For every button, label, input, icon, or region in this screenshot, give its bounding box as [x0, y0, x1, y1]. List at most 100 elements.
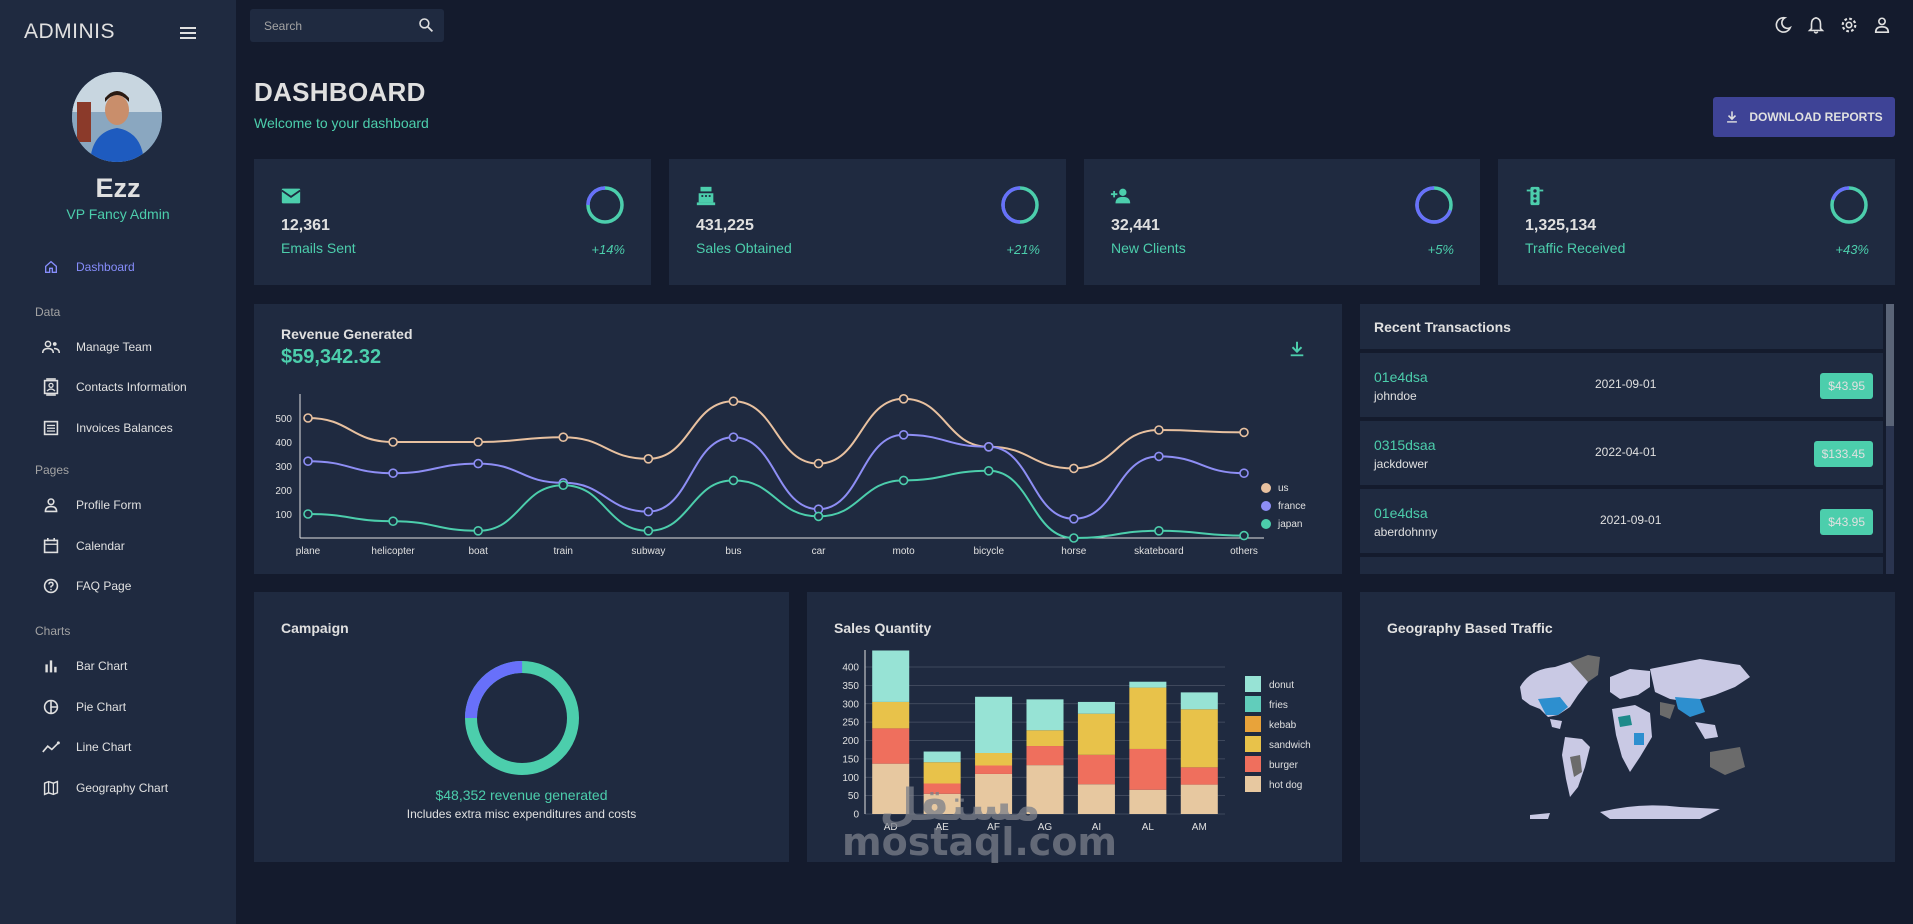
legend-swatch — [1245, 776, 1261, 792]
data-point — [898, 394, 909, 404]
campaign-revenue: $48,352 revenue generated — [435, 787, 608, 803]
sidebar-item-faq[interactable]: FAQ Page — [42, 571, 131, 601]
data-point — [388, 516, 398, 526]
legend-label: sandwich — [1269, 740, 1311, 751]
x-tick-label: skateboard — [1134, 546, 1183, 557]
stat-label: Sales Obtained — [696, 240, 792, 256]
sidebar-item-calendar[interactable]: Calendar — [42, 531, 125, 561]
contacts-icon — [42, 378, 60, 396]
sidebar-item-manage-team[interactable]: Manage Team — [42, 332, 152, 362]
x-tick-label: AG — [1038, 822, 1053, 833]
profile-name: Ezz — [95, 173, 141, 203]
bar-segment-hot-dog — [872, 763, 910, 814]
sales-title: Sales Quantity — [834, 620, 932, 636]
sidebar-item-pie-chart[interactable]: Pie Chart — [42, 692, 126, 722]
campaign-card: Campaign $48,352 revenue generated Inclu… — [254, 592, 789, 862]
settings-icon[interactable] — [1840, 16, 1858, 34]
sidebar-item-dashboard[interactable]: Dashboard — [42, 252, 135, 282]
dark-mode-icon[interactable] — [1774, 16, 1792, 34]
legend-swatch — [1245, 736, 1261, 752]
legend-label: us — [1278, 483, 1289, 494]
data-point — [1154, 526, 1164, 536]
bar-segment-hot-dog — [1180, 784, 1218, 814]
campaign-progress-circle — [465, 661, 579, 775]
stat-card-clients: 32,441 New Clients +5% — [1084, 159, 1480, 285]
progress-circle — [586, 186, 624, 224]
transaction-row — [1360, 557, 1883, 574]
people-icon — [42, 338, 60, 356]
bar-segment-burger — [1180, 767, 1218, 785]
sidebar-item-bar-chart[interactable]: Bar Chart — [42, 651, 127, 681]
revenue-line-chart: 100 200 300 400 500 plane helicopter boat train s… — [275, 394, 1306, 557]
x-tick-label: car — [812, 546, 827, 557]
bar-segment-donut — [1129, 681, 1167, 688]
download-icon — [1727, 111, 1738, 123]
scrollbar[interactable] — [1886, 304, 1894, 574]
sidebar-item-profile-form[interactable]: Profile Form — [42, 490, 141, 520]
y-tick-label: 300 — [275, 462, 292, 473]
x-tick-label: train — [554, 546, 573, 557]
x-tick-label: others — [1230, 546, 1258, 557]
bar-segment-burger — [1077, 754, 1115, 785]
sidebar-item-contacts[interactable]: Contacts Information — [42, 372, 187, 402]
bar-segment-burger — [872, 728, 910, 764]
sidebar-item-label: Calendar — [76, 539, 125, 553]
bar-chart-icon — [42, 657, 60, 675]
bar-segment-donut — [872, 650, 910, 702]
progress-circle — [1001, 186, 1039, 224]
transaction-user: johndoe — [1374, 389, 1417, 403]
transaction-id: 0315dsaa — [1374, 437, 1436, 453]
sidebar-section-pages: Pages — [35, 463, 70, 477]
x-tick-label: AD — [884, 822, 898, 833]
notifications-icon[interactable] — [1807, 16, 1825, 34]
download-reports-button[interactable]: DOWNLOAD REPORTS — [1713, 97, 1895, 137]
sidebar-item-line-chart[interactable]: Line Chart — [42, 732, 131, 762]
data-point — [1069, 463, 1079, 474]
sidebar-section-data: Data — [35, 305, 61, 319]
stat-card-sales: 431,225 Sales Obtained +21% — [669, 159, 1066, 285]
x-tick-label: AL — [1142, 822, 1155, 833]
watermark-logo: مستقل — [880, 780, 1041, 830]
download-icon[interactable] — [1288, 340, 1306, 358]
legend-marker — [1261, 483, 1271, 493]
legend-label: burger — [1269, 760, 1299, 771]
x-tick-label: bicycle — [973, 546, 1004, 557]
progress-circle — [1830, 186, 1868, 224]
transaction-id: 01e4dsa — [1374, 369, 1428, 385]
search-input[interactable] — [250, 9, 410, 42]
bar-segment-hot-dog — [923, 793, 961, 814]
x-tick-label: helicopter — [371, 546, 415, 557]
sales-bar-chart: 0 50 100 150 200 250 300 350 400 AD AE AF AG AI AL AM do… — [842, 650, 1311, 833]
data-point — [1239, 427, 1249, 438]
data-point — [643, 526, 654, 536]
sidebar-item-label: Bar Chart — [76, 659, 128, 673]
search-icon[interactable] — [418, 17, 434, 33]
sidebar-item-geography[interactable]: Geography Chart — [42, 773, 168, 803]
watermark-text: mostaql.com — [842, 820, 1118, 864]
scrollbar-thumb[interactable] — [1886, 304, 1894, 426]
transaction-date: 2021-09-01 — [1595, 377, 1657, 391]
bar-segment-hot-dog — [1129, 789, 1167, 814]
transactions-title: Recent Transactions — [1374, 319, 1511, 335]
data-point — [983, 466, 994, 476]
stat-label: Traffic Received — [1525, 240, 1626, 256]
bar-segment-hot-dog — [1077, 784, 1115, 814]
sidebar-item-invoices[interactable]: Invoices Balances — [42, 413, 173, 443]
calendar-icon — [42, 537, 60, 555]
bar-segment-donut — [1026, 699, 1064, 731]
y-tick-label: 400 — [842, 663, 859, 674]
person-icon — [42, 496, 60, 514]
data-point — [898, 429, 909, 440]
legend-label: hot dog — [1269, 780, 1302, 791]
point-of-sale-icon — [696, 186, 716, 206]
stat-card-emails: 12,361 Emails Sent +14% — [254, 159, 651, 285]
campaign-note: Includes extra misc expenditures and cos… — [406, 807, 637, 821]
revenue-title: Revenue Generated — [281, 326, 413, 342]
y-tick-label: 150 — [842, 754, 859, 765]
campaign-title: Campaign — [281, 620, 349, 636]
data-point — [558, 480, 569, 490]
person-icon[interactable] — [1873, 16, 1891, 34]
menu-icon[interactable] — [178, 24, 198, 42]
person-add-icon — [1110, 188, 1131, 204]
revenue-card: Revenue Generated $59,342.32 100 200 300 40… — [254, 304, 1342, 574]
